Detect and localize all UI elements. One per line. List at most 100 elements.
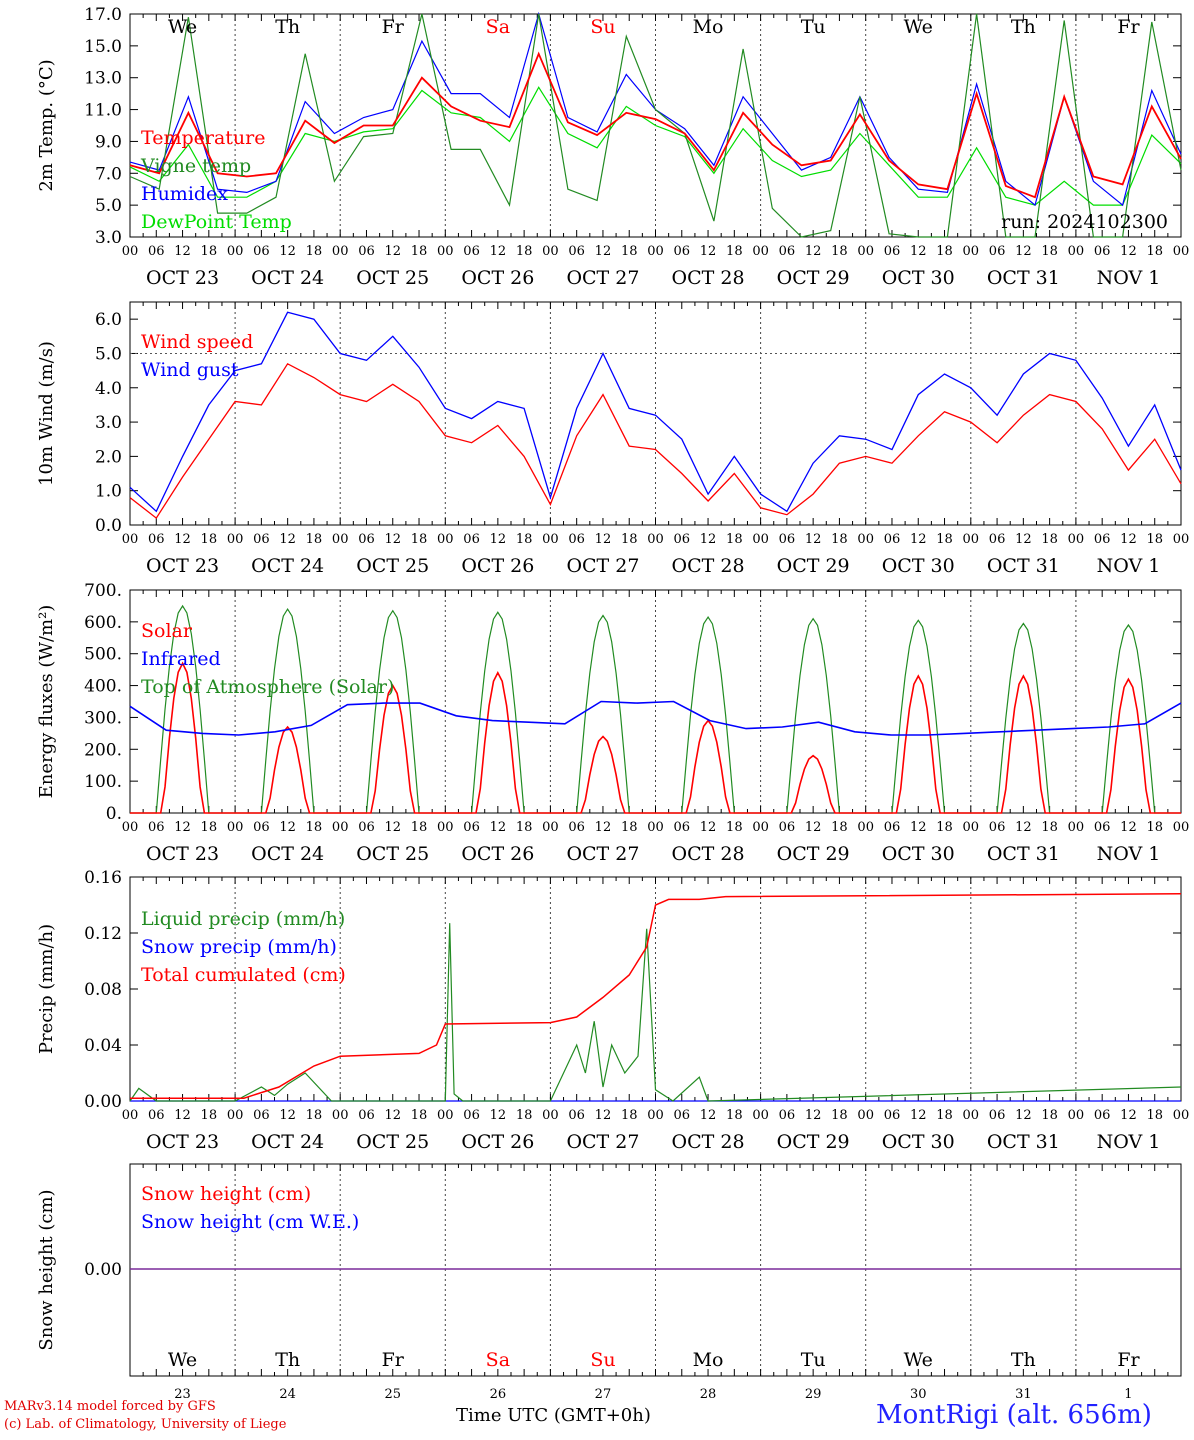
date-label: OCT 29 (777, 267, 850, 289)
hour-tick-label: 00 (227, 1108, 244, 1123)
y-tick-label: 100. (84, 772, 122, 792)
legend-top-of-atmosphere-solar-: Top of Atmosphere (Solar) (141, 676, 394, 698)
hour-tick-label: 00 (542, 1108, 559, 1123)
hour-tick-label: 18 (1041, 532, 1058, 547)
date-label: OCT 24 (251, 1131, 324, 1153)
hour-tick-label: 18 (516, 244, 533, 259)
y-tick-label: 4.0 (95, 379, 122, 399)
hour-tick-label: 06 (568, 244, 585, 259)
hour-tick-label: 00 (437, 820, 454, 835)
hour-tick-label: 12 (805, 1108, 822, 1123)
y-tick-label: 200. (84, 740, 122, 760)
hour-tick-label: 00 (1173, 820, 1190, 835)
hour-tick-label: 00 (542, 244, 559, 259)
hour-tick-label: 06 (989, 244, 1006, 259)
hour-tick-label: 00 (227, 244, 244, 259)
hour-tick-label: 06 (568, 532, 585, 547)
hour-tick-label: 00 (963, 1108, 980, 1123)
hour-tick-label: 00 (857, 244, 874, 259)
day-number-label: 27 (595, 1387, 612, 1402)
hour-tick-label: 00 (542, 820, 559, 835)
y-tick-label: 2.0 (95, 447, 122, 467)
hour-tick-label: 12 (384, 532, 401, 547)
hour-tick-label: 00 (1068, 244, 1085, 259)
y-tick-label: 400. (84, 677, 122, 697)
hour-tick-label: 00 (963, 820, 980, 835)
legend-infrared: Infrared (141, 648, 221, 670)
date-label: OCT 24 (251, 267, 324, 289)
hour-tick-label: 00 (542, 532, 559, 547)
weekday-label: Mo (693, 1349, 724, 1371)
hour-tick-label: 18 (411, 820, 428, 835)
hour-tick-label: 00 (1173, 244, 1190, 259)
hour-tick-label: 18 (516, 532, 533, 547)
series-liquid-precip (129, 923, 1182, 1102)
hour-tick-label: 18 (516, 820, 533, 835)
hour-tick-label: 00 (752, 244, 769, 259)
date-label: OCT 25 (356, 1131, 429, 1153)
hour-tick-label: 06 (358, 1108, 375, 1123)
series-temperature (129, 51, 1182, 199)
y-tick-label: 1.0 (95, 482, 122, 502)
series-wind-speed (129, 362, 1182, 520)
date-label: OCT 29 (777, 1131, 850, 1153)
y-tick-label: 0.00 (84, 1260, 122, 1280)
hour-tick-label: 18 (306, 820, 323, 835)
hour-tick-label: 18 (831, 532, 848, 547)
day-number-label: 1 (1124, 1387, 1132, 1402)
hour-tick-label: 18 (1041, 244, 1058, 259)
date-label: OCT 24 (251, 843, 324, 865)
hour-tick-label: 18 (936, 1108, 953, 1123)
y-tick-label: 3.0 (95, 413, 122, 433)
y-tick-label: 0.08 (84, 980, 122, 1000)
hour-tick-label: 06 (358, 820, 375, 835)
hour-tick-label: 12 (1120, 244, 1137, 259)
y-tick-label: 0.16 (84, 868, 122, 888)
legend-total-cumulated-cm-: Total cumulated (cm) (141, 964, 346, 986)
date-label: NOV 1 (1097, 267, 1161, 289)
y-axis-label: Precip (mm/h) (36, 924, 57, 1054)
hour-tick-label: 00 (1173, 1108, 1190, 1123)
hour-tick-label: 18 (411, 1108, 428, 1123)
hour-tick-label: 18 (201, 532, 218, 547)
time-axis-label: Time UTC (GMT+0h) (456, 1405, 651, 1426)
y-tick-label: 0.12 (84, 924, 122, 944)
hour-tick-label: 12 (490, 532, 507, 547)
hour-tick-label: 18 (1146, 244, 1163, 259)
date-label: OCT 27 (566, 1131, 639, 1153)
y-tick-label: 300. (84, 708, 122, 728)
date-label: OCT 26 (461, 555, 534, 577)
hour-tick-label: 00 (1173, 532, 1190, 547)
date-label: OCT 28 (672, 555, 745, 577)
hour-tick-label: 06 (253, 820, 270, 835)
legend-liquid-precip-mm-h-: Liquid precip (mm/h) (141, 908, 345, 930)
y-tick-label: 9.0 (95, 132, 122, 152)
y-tick-label: 13.0 (84, 69, 122, 89)
hour-tick-label: 18 (831, 1108, 848, 1123)
hour-tick-label: 06 (148, 532, 165, 547)
date-label: OCT 29 (777, 843, 850, 865)
hour-tick-label: 00 (647, 244, 664, 259)
hour-tick-label: 12 (700, 1108, 717, 1123)
hour-tick-label: 00 (857, 820, 874, 835)
date-label: OCT 26 (461, 843, 534, 865)
date-label: NOV 1 (1097, 1131, 1161, 1153)
series-dewpoint-temp (129, 86, 1182, 206)
hour-tick-label: 00 (752, 1108, 769, 1123)
date-label: OCT 28 (672, 843, 745, 865)
hour-tick-label: 12 (174, 820, 191, 835)
hour-tick-label: 06 (884, 820, 901, 835)
hour-tick-label: 06 (1094, 820, 1111, 835)
hour-tick-label: 12 (174, 1108, 191, 1123)
hour-tick-label: 06 (674, 820, 691, 835)
hour-tick-label: 06 (463, 244, 480, 259)
y-tick-label: 11.0 (84, 101, 122, 121)
date-label: OCT 23 (146, 555, 219, 577)
series-vigne-temp (129, 13, 1182, 238)
hour-tick-label: 12 (279, 244, 296, 259)
hour-tick-label: 12 (700, 820, 717, 835)
hour-tick-label: 06 (1094, 244, 1111, 259)
day-number-label: 24 (279, 1387, 296, 1402)
hour-tick-label: 00 (227, 532, 244, 547)
hour-tick-label: 18 (306, 532, 323, 547)
